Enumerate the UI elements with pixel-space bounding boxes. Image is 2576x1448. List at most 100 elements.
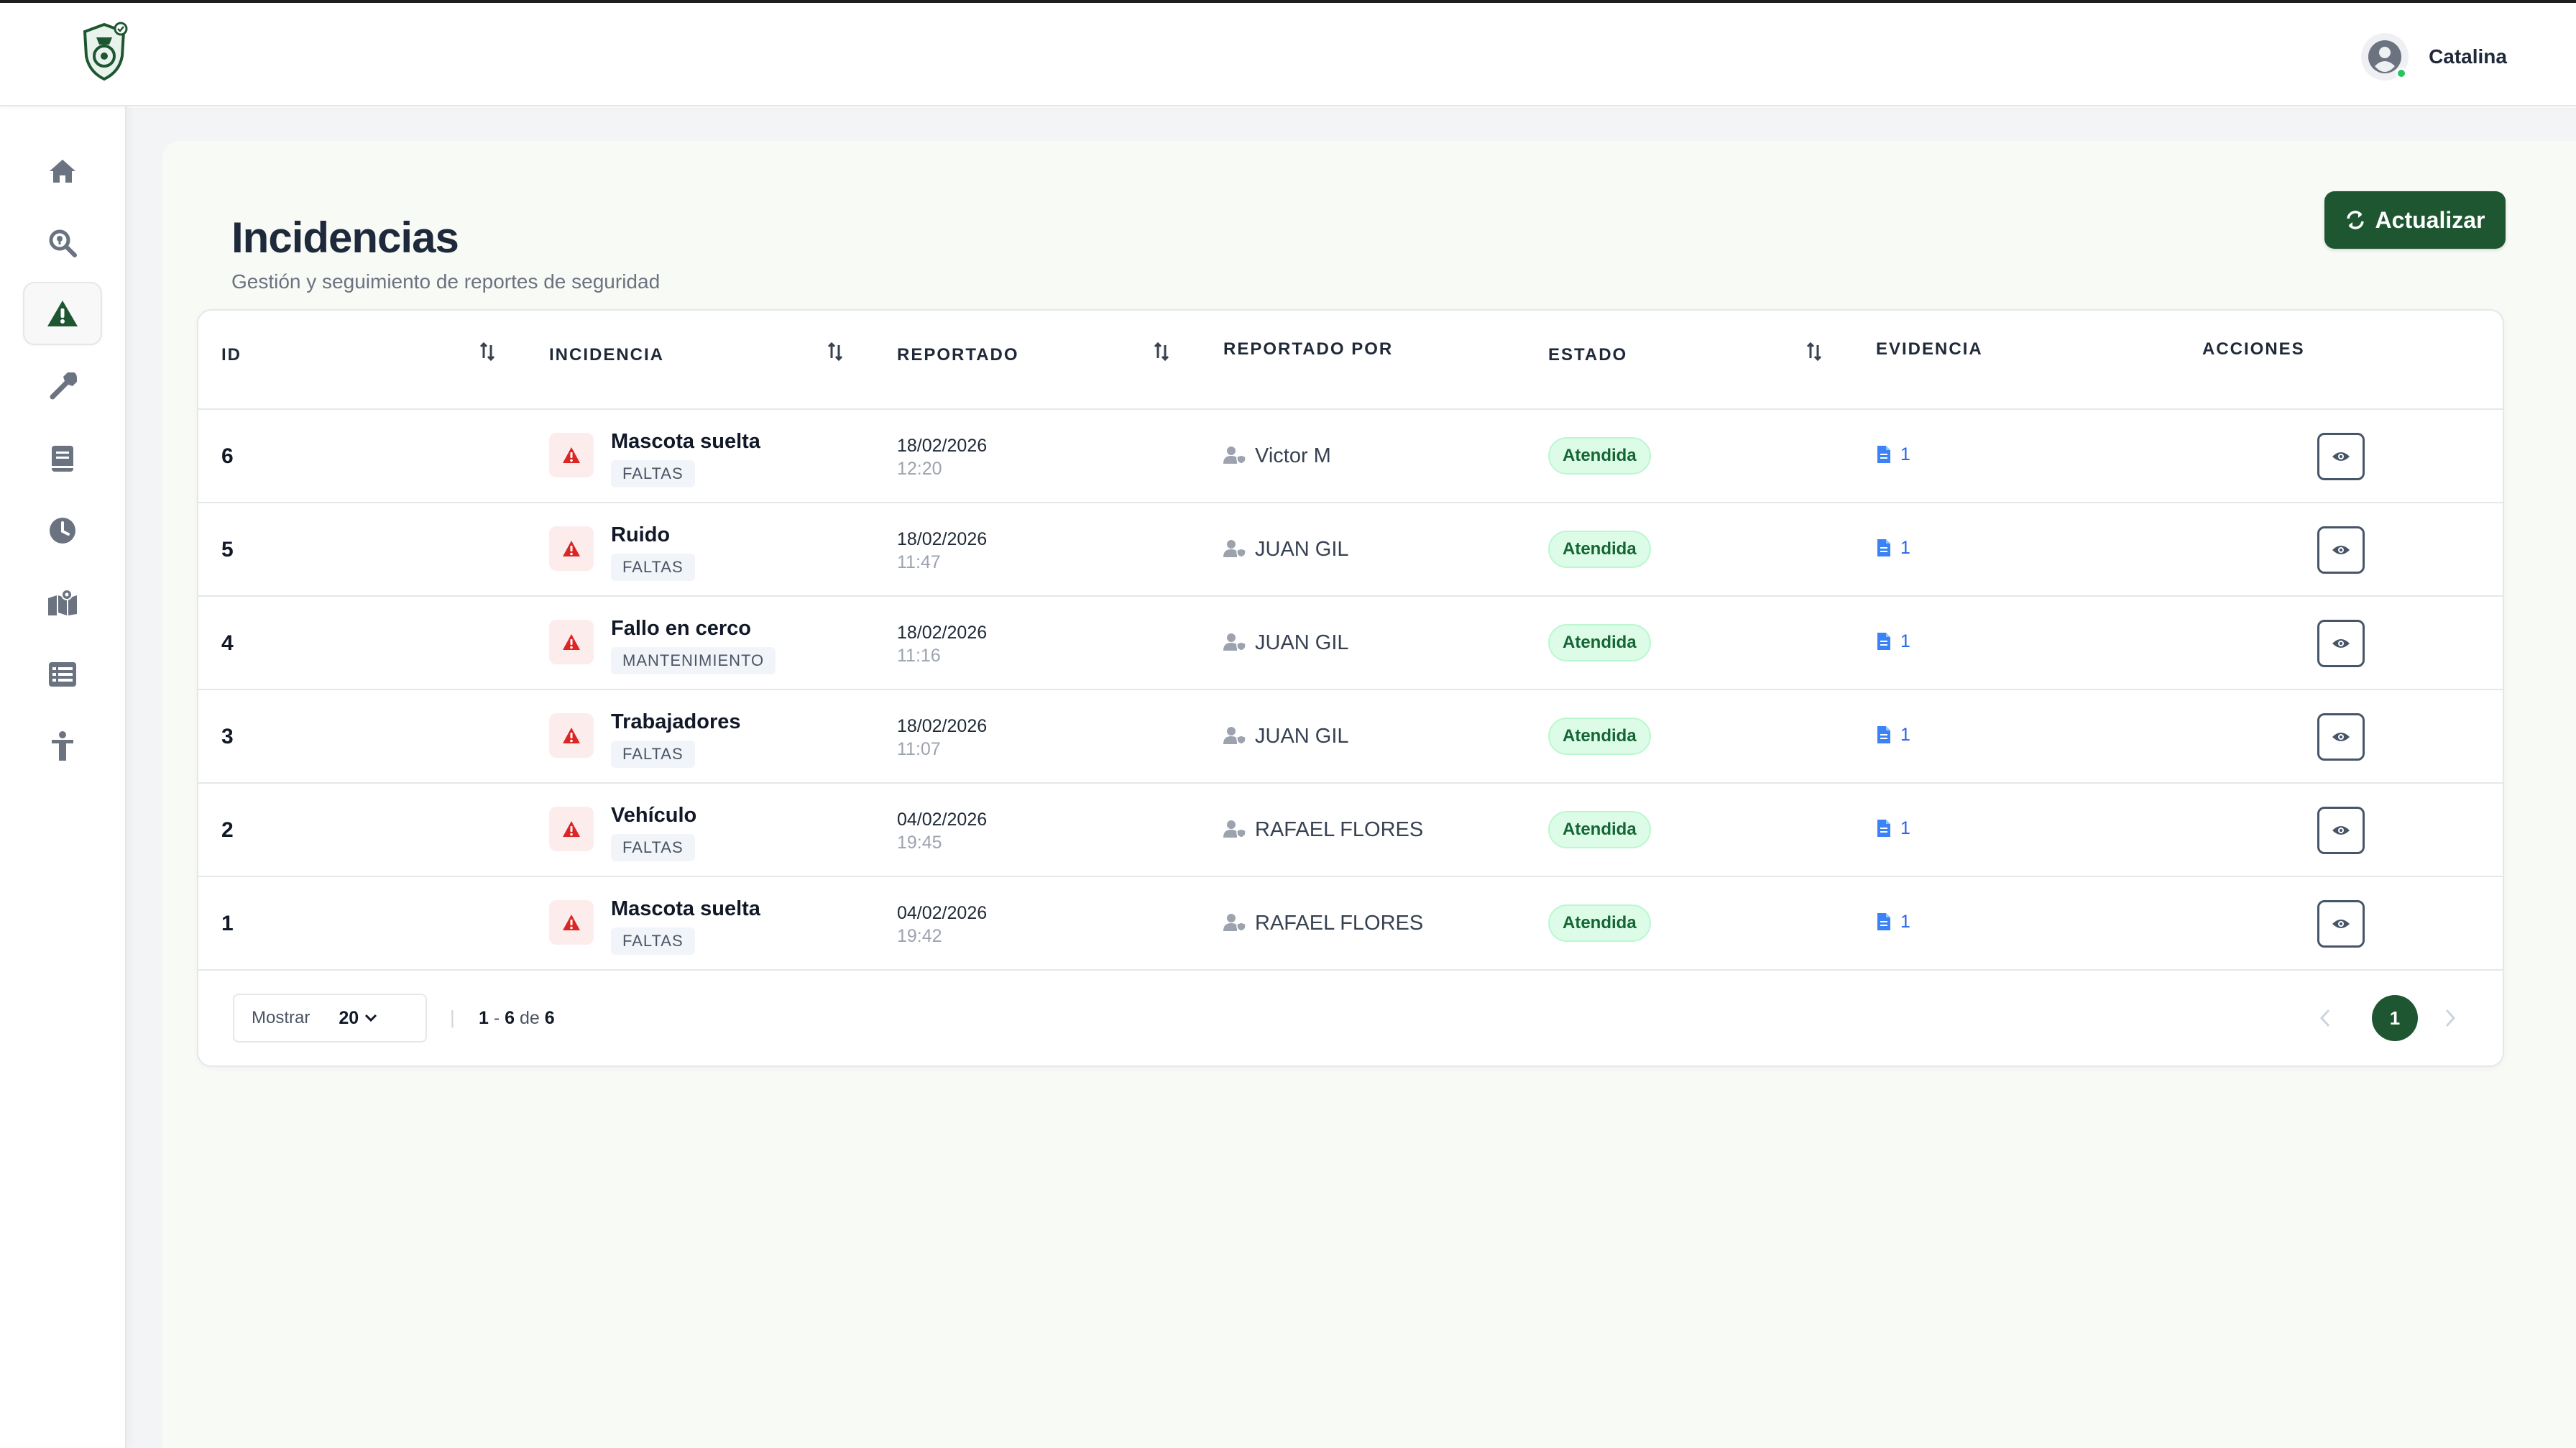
map-location-icon bbox=[48, 589, 77, 615]
eye-icon bbox=[2332, 452, 2350, 461]
user-shield-icon bbox=[1223, 633, 1246, 651]
reported-date: 04/02/2026 bbox=[897, 903, 988, 923]
table-row: 3 Trabajadores FALTAS 18/02/2026 11:07 JUAN G… bbox=[198, 690, 2503, 784]
warning-icon bbox=[563, 541, 580, 556]
reported-date: 18/02/2026 bbox=[897, 529, 988, 549]
table-row: 5 Ruido FALTAS 18/02/2026 11:47 JUAN GIL Atend… bbox=[198, 503, 2503, 597]
incident-category: FALTAS bbox=[611, 460, 695, 487]
app-logo[interactable] bbox=[79, 22, 129, 82]
range-summary: 1 - 6 de 6 bbox=[479, 1008, 555, 1029]
user-shield-icon bbox=[1223, 914, 1246, 932]
sidebar-item-list[interactable] bbox=[23, 643, 102, 706]
column-header-incidencia[interactable]: INCIDENCIA bbox=[549, 345, 665, 365]
evidence-count[interactable]: 1 bbox=[1900, 818, 1910, 838]
content-area: Incidencias Gestión y seguimiento de rep… bbox=[162, 141, 2576, 1448]
sort-icon[interactable] bbox=[1153, 341, 1170, 362]
table-footer: Mostrar 20 | 1 - 6 de 6 1 bbox=[198, 971, 2503, 1067]
refresh-button[interactable]: Actualizar bbox=[2324, 191, 2506, 249]
list-icon bbox=[49, 662, 76, 687]
incident-type-icon-box bbox=[549, 900, 594, 945]
incident-name: Trabajadores bbox=[611, 710, 741, 733]
user-shield-icon bbox=[1223, 446, 1246, 464]
online-status-dot bbox=[2396, 68, 2408, 79]
warning-icon bbox=[563, 728, 580, 743]
evidence-count[interactable]: 1 bbox=[1900, 725, 1910, 745]
view-button[interactable] bbox=[2317, 900, 2365, 948]
reported-time: 19:45 bbox=[897, 833, 942, 853]
sort-icon[interactable] bbox=[1806, 341, 1823, 362]
reported-by: JUAN GIL bbox=[1255, 538, 1349, 561]
incident-category: FALTAS bbox=[611, 927, 695, 955]
incident-type-icon-box bbox=[549, 807, 594, 851]
separator: | bbox=[450, 1007, 455, 1028]
column-header-id[interactable]: ID bbox=[221, 345, 242, 365]
file-icon[interactable] bbox=[1876, 444, 1892, 464]
view-button[interactable] bbox=[2317, 713, 2365, 761]
eye-icon bbox=[2332, 546, 2350, 554]
view-button[interactable] bbox=[2317, 807, 2365, 854]
file-icon[interactable] bbox=[1876, 631, 1892, 651]
file-icon[interactable] bbox=[1876, 725, 1892, 745]
sidebar-item-map[interactable] bbox=[23, 571, 102, 634]
sidebar-item-guard[interactable] bbox=[23, 715, 102, 778]
file-icon[interactable] bbox=[1876, 912, 1892, 932]
status-badge: Atendida bbox=[1548, 437, 1651, 475]
evidence-count[interactable]: 1 bbox=[1900, 912, 1910, 932]
main-area: Incidencias Gestión y seguimiento de rep… bbox=[126, 108, 2576, 1448]
sort-icon[interactable] bbox=[479, 341, 496, 362]
warning-icon bbox=[563, 634, 580, 650]
view-button[interactable] bbox=[2317, 433, 2365, 480]
incident-name: Mascota suelta bbox=[611, 430, 760, 453]
column-header-estado[interactable]: ESTADO bbox=[1548, 345, 1628, 365]
row-id: 6 bbox=[221, 444, 234, 468]
chevron-left-icon[interactable] bbox=[2319, 1008, 2332, 1028]
eye-icon bbox=[2332, 920, 2350, 928]
range-total: 6 bbox=[544, 1008, 555, 1028]
file-icon[interactable] bbox=[1876, 538, 1892, 558]
status-badge: Atendida bbox=[1548, 624, 1651, 661]
incident-name: Vehículo bbox=[611, 804, 697, 827]
page-size-select[interactable]: Mostrar 20 bbox=[233, 994, 427, 1043]
avatar[interactable] bbox=[2361, 33, 2409, 81]
reported-date: 18/02/2026 bbox=[897, 716, 988, 736]
page-button-current[interactable]: 1 bbox=[2372, 995, 2418, 1041]
book-icon bbox=[52, 446, 73, 472]
page-title: Incidencias bbox=[231, 214, 459, 262]
view-button[interactable] bbox=[2317, 526, 2365, 574]
evidence-count[interactable]: 1 bbox=[1900, 631, 1910, 651]
sidebar-item-incidents[interactable] bbox=[23, 282, 102, 345]
evidence-count[interactable]: 1 bbox=[1900, 538, 1910, 558]
warning-icon bbox=[563, 821, 580, 837]
file-icon[interactable] bbox=[1876, 818, 1892, 838]
sidebar bbox=[0, 106, 126, 1448]
reported-date: 04/02/2026 bbox=[897, 810, 988, 830]
view-button[interactable] bbox=[2317, 620, 2365, 667]
table-row: 2 Vehículo FALTAS 04/02/2026 19:45 RAFAEL FLO… bbox=[198, 784, 2503, 877]
column-header-reportado[interactable]: REPORTADO bbox=[897, 345, 1019, 365]
eye-icon bbox=[2332, 733, 2350, 741]
sidebar-item-search[interactable] bbox=[23, 211, 102, 275]
eye-icon bbox=[2332, 639, 2350, 648]
sidebar-item-maintenance[interactable] bbox=[23, 355, 102, 418]
home-icon bbox=[50, 160, 75, 183]
row-id: 4 bbox=[221, 631, 234, 655]
eye-icon bbox=[2332, 826, 2350, 835]
sidebar-item-logbook[interactable] bbox=[23, 427, 102, 490]
sidebar-item-home[interactable] bbox=[23, 139, 102, 203]
sidebar-item-history[interactable] bbox=[23, 499, 102, 562]
user-menu[interactable]: Catalina bbox=[2361, 32, 2507, 82]
column-header-reportado-por: REPORTADO POR bbox=[1223, 339, 1394, 359]
refresh-icon bbox=[2346, 211, 2364, 229]
top-bar: Catalina bbox=[0, 0, 2576, 106]
range-dash: - bbox=[493, 1008, 500, 1028]
sort-icon[interactable] bbox=[827, 341, 844, 362]
column-header-evidencia: EVIDENCIA bbox=[1876, 339, 1983, 359]
incident-name: Mascota suelta bbox=[611, 897, 760, 920]
reported-by: RAFAEL FLORES bbox=[1255, 912, 1424, 935]
chevron-right-icon[interactable] bbox=[2444, 1008, 2457, 1028]
incident-name: Fallo en cerco bbox=[611, 617, 752, 640]
clock-icon bbox=[50, 518, 75, 544]
evidence-count[interactable]: 1 bbox=[1900, 444, 1910, 464]
row-id: 3 bbox=[221, 725, 234, 748]
range-end: 6 bbox=[505, 1008, 515, 1028]
